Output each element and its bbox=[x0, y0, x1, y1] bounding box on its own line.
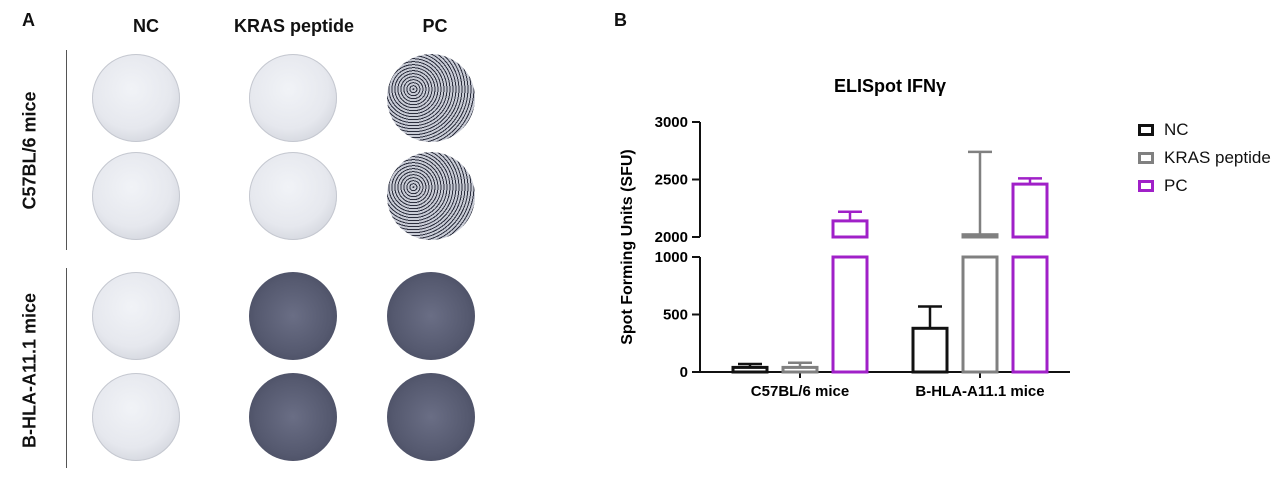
row-label-b-hla-a11: B-HLA-A11.1 mice bbox=[19, 292, 40, 449]
column-header-pc: PC bbox=[422, 16, 448, 36]
column-header-nc: NC bbox=[133, 16, 159, 36]
y-tick-label: 0 bbox=[680, 364, 688, 381]
panel-a-letter: A bbox=[22, 10, 35, 30]
well-c57-nc-1 bbox=[92, 54, 180, 142]
legend-item-nc: NC bbox=[1138, 120, 1189, 140]
legend-label-pc: PC bbox=[1164, 176, 1188, 195]
row-divider-line bbox=[66, 50, 67, 250]
y-tick-label: 500 bbox=[663, 307, 688, 324]
legend-label-nc: NC bbox=[1164, 120, 1189, 139]
well-c57-pc-2 bbox=[387, 152, 475, 240]
well-hla-pc-2 bbox=[387, 373, 475, 461]
x-tick-label: B-HLA-A11.1 mice bbox=[915, 383, 1044, 400]
column-header-kras-peptide: KRAS peptide bbox=[233, 16, 354, 36]
bar-pc-0-upper bbox=[831, 219, 869, 239]
bar-nc-0 bbox=[731, 365, 769, 374]
bar-kras-peptide-1-upper bbox=[961, 233, 999, 239]
elispot-bar-chart: ELISpot IFNγ Spot Forming Units (SFU) 0 500… bbox=[619, 76, 1070, 400]
legend-swatch-kras-peptide bbox=[1138, 152, 1154, 164]
bar-pc-1-lower bbox=[1011, 255, 1049, 374]
row-label-c57bl6: C57BL/6 mice bbox=[19, 91, 40, 210]
legend-swatch-pc bbox=[1138, 180, 1154, 192]
well-c57-pc-1 bbox=[387, 54, 475, 142]
bar-nc-1 bbox=[911, 326, 949, 374]
y-tick-label: 2500 bbox=[655, 172, 688, 189]
bar-pc-0-lower bbox=[831, 255, 869, 374]
well-hla-kras-1 bbox=[249, 272, 337, 360]
well-c57-nc-2 bbox=[92, 152, 180, 240]
bar-pc-1-upper bbox=[1011, 182, 1049, 239]
bar-kras-peptide-0 bbox=[781, 365, 819, 374]
panel-b-letter: B bbox=[614, 10, 627, 30]
well-c57-kras-1 bbox=[249, 54, 337, 142]
legend-label-kras-peptide: KRAS peptide bbox=[1164, 148, 1271, 167]
well-hla-kras-2 bbox=[249, 373, 337, 461]
y-axis-label: Spot Forming Units (SFU) bbox=[619, 149, 636, 345]
well-hla-pc-1 bbox=[387, 272, 475, 360]
well-hla-nc-2 bbox=[92, 373, 180, 461]
bar-kras-peptide-1-lower bbox=[961, 255, 999, 374]
chart-title: ELISpot IFNγ bbox=[834, 76, 946, 96]
x-tick-label: C57BL/6 mice bbox=[751, 383, 849, 400]
legend-swatch-nc bbox=[1138, 124, 1154, 136]
y-tick-label: 3000 bbox=[655, 114, 688, 131]
row-divider-line bbox=[66, 268, 67, 468]
legend-item-kras-peptide: KRAS peptide bbox=[1138, 148, 1271, 168]
well-c57-kras-2 bbox=[249, 152, 337, 240]
legend-item-pc: PC bbox=[1138, 176, 1188, 196]
well-hla-nc-1 bbox=[92, 272, 180, 360]
y-tick-label: 2000 bbox=[655, 229, 688, 246]
y-tick-label: 1000 bbox=[655, 249, 688, 266]
